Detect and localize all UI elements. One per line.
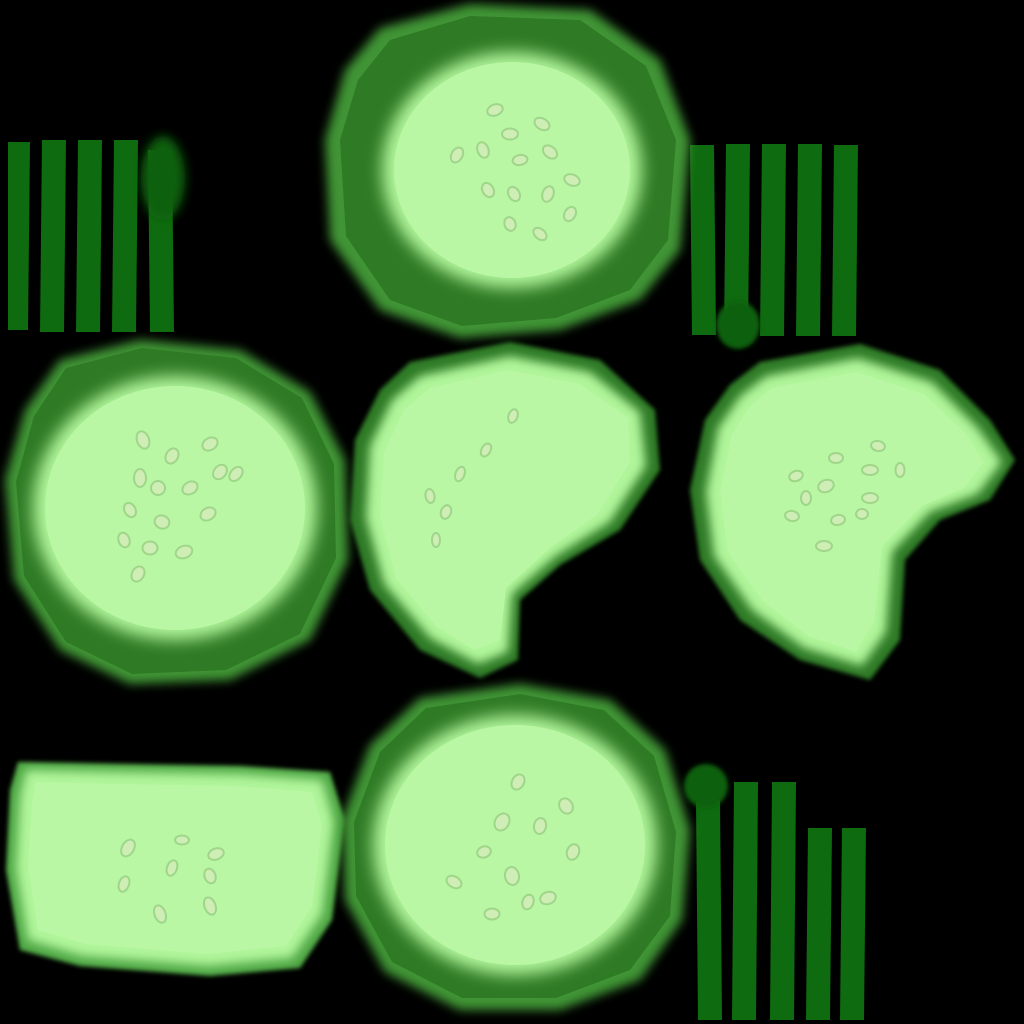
seed bbox=[449, 146, 465, 164]
seed bbox=[855, 508, 869, 520]
stripes-top-right bbox=[690, 144, 858, 349]
seeds-layer bbox=[117, 103, 906, 924]
seed bbox=[431, 532, 441, 548]
stripe bbox=[690, 145, 716, 335]
seed bbox=[445, 874, 463, 890]
stripe-blob bbox=[716, 301, 760, 349]
seed bbox=[503, 216, 517, 232]
seed bbox=[174, 544, 194, 560]
seed bbox=[228, 465, 244, 483]
seed bbox=[521, 893, 535, 911]
seed bbox=[152, 904, 168, 924]
seed bbox=[476, 845, 492, 859]
seed bbox=[562, 205, 578, 223]
seed bbox=[479, 442, 493, 458]
seed bbox=[894, 462, 906, 478]
seed bbox=[510, 773, 526, 791]
stripe-blob bbox=[141, 136, 185, 220]
seed bbox=[207, 847, 225, 861]
seed bbox=[503, 866, 521, 886]
slice-top-center bbox=[325, 4, 690, 338]
seed bbox=[541, 185, 555, 203]
seed bbox=[122, 501, 138, 519]
seed bbox=[120, 838, 136, 858]
stripe bbox=[112, 140, 138, 332]
seed bbox=[480, 181, 496, 199]
seed bbox=[164, 447, 180, 465]
seed bbox=[830, 513, 846, 527]
stripe bbox=[76, 140, 102, 332]
seed bbox=[117, 875, 131, 893]
seed bbox=[861, 464, 879, 476]
stripe bbox=[40, 140, 66, 332]
seed bbox=[201, 436, 219, 452]
stripes-top-left bbox=[8, 136, 185, 332]
seed bbox=[212, 463, 228, 481]
seed bbox=[153, 514, 171, 530]
seed bbox=[439, 504, 453, 520]
seed bbox=[483, 907, 501, 921]
stripe bbox=[796, 144, 822, 336]
seed bbox=[815, 540, 833, 552]
seed bbox=[817, 478, 835, 494]
seed bbox=[165, 859, 179, 877]
seed bbox=[135, 430, 151, 450]
seed bbox=[506, 185, 522, 203]
seed bbox=[486, 103, 504, 117]
stripe bbox=[8, 142, 30, 330]
slice-middle-right-bitten bbox=[690, 344, 1015, 680]
stripe bbox=[696, 800, 722, 1020]
seed bbox=[133, 468, 147, 488]
seed bbox=[532, 817, 548, 835]
seed bbox=[507, 408, 519, 424]
stripe bbox=[832, 145, 858, 336]
stripe bbox=[840, 828, 866, 1020]
seed bbox=[117, 531, 131, 549]
seed bbox=[493, 812, 511, 832]
seed bbox=[784, 509, 800, 523]
seed bbox=[476, 141, 490, 159]
seed bbox=[788, 469, 804, 483]
seed bbox=[800, 490, 812, 506]
slice-middle-left bbox=[5, 340, 348, 684]
slice-middle-center-bitten bbox=[350, 342, 660, 678]
seed bbox=[454, 465, 466, 483]
seed bbox=[563, 173, 581, 187]
seed bbox=[532, 226, 548, 242]
seed bbox=[541, 144, 559, 160]
seed bbox=[511, 153, 529, 167]
stripe bbox=[724, 144, 750, 336]
seed bbox=[861, 492, 879, 504]
seed bbox=[181, 480, 199, 496]
stripe bbox=[732, 782, 758, 1020]
slice-bottom-center bbox=[342, 684, 690, 1010]
stripe bbox=[760, 144, 786, 336]
seed bbox=[199, 506, 217, 522]
seed bbox=[174, 834, 190, 846]
stripe bbox=[770, 782, 796, 1020]
seed bbox=[150, 480, 166, 496]
seed bbox=[501, 127, 519, 141]
seed bbox=[828, 452, 844, 464]
seed bbox=[141, 540, 159, 556]
seed bbox=[203, 867, 217, 885]
seed bbox=[130, 565, 146, 583]
seed bbox=[533, 116, 551, 132]
seed bbox=[202, 896, 218, 916]
seed bbox=[565, 843, 581, 861]
seed bbox=[539, 890, 557, 906]
seed bbox=[424, 488, 436, 504]
stripe-blob bbox=[684, 764, 728, 808]
stripe bbox=[806, 828, 832, 1020]
seed bbox=[870, 439, 886, 453]
seed bbox=[558, 797, 574, 815]
stripes-bottom-right bbox=[684, 764, 866, 1020]
